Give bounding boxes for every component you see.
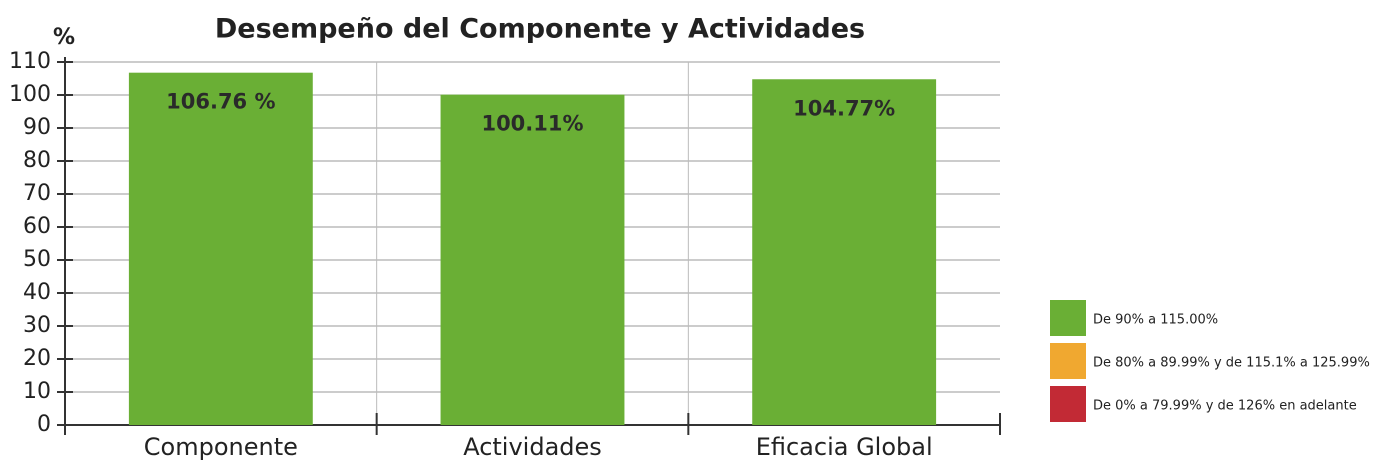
bar — [752, 79, 937, 425]
legend-label: De 80% a 89.99% y de 115.1% a 125.99% — [1093, 356, 1370, 371]
y-tick-label: 50 — [23, 247, 51, 272]
legend-swatch — [1050, 300, 1086, 336]
y-axis-label: % — [53, 25, 75, 50]
x-tick-label: Componente — [144, 433, 298, 460]
y-tick-label: 30 — [23, 313, 51, 338]
data-label: 104.77% — [793, 96, 895, 120]
y-tick-label: 70 — [23, 181, 51, 206]
x-tick-label: Actividades — [463, 433, 602, 460]
data-label: 100.11% — [481, 112, 583, 136]
y-tick-label: 10 — [23, 379, 51, 404]
y-tick-label: 100 — [9, 82, 51, 107]
legend-swatch — [1050, 386, 1086, 422]
legend-label: De 0% a 79.99% y de 126% en adelante — [1093, 399, 1357, 414]
bar — [128, 72, 313, 425]
y-tick-label: 60 — [23, 214, 51, 239]
legend-label: De 90% a 115.00% — [1093, 313, 1218, 328]
x-tick-label: Eficacia Global — [756, 433, 933, 460]
y-tick-label: 40 — [23, 280, 51, 305]
legend-swatch — [1050, 343, 1086, 379]
y-tick-label: 110 — [9, 49, 51, 74]
bar — [440, 94, 625, 426]
y-tick-label: 90 — [23, 115, 51, 140]
y-tick-label: 80 — [23, 148, 51, 173]
data-label: 106.76 % — [166, 90, 275, 114]
y-tick-label: 20 — [23, 346, 51, 371]
chart-title: Desempeño del Componente y Actividades — [215, 14, 865, 45]
y-tick-label: 0 — [37, 412, 51, 437]
